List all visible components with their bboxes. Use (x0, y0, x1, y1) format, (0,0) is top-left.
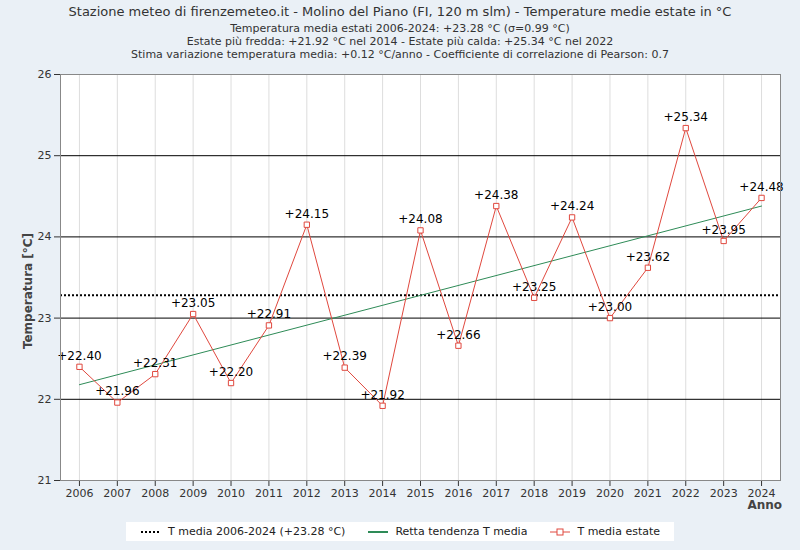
svg-text:2016: 2016 (444, 487, 472, 500)
svg-text:+23.05: +23.05 (171, 296, 215, 310)
svg-text:2019: 2019 (558, 487, 586, 500)
svg-text:22: 22 (38, 393, 52, 406)
svg-text:2024: 2024 (748, 487, 776, 500)
svg-text:23: 23 (38, 312, 52, 325)
svg-text:24: 24 (38, 230, 52, 243)
svg-text:2020: 2020 (596, 487, 624, 500)
svg-text:2021: 2021 (634, 487, 662, 500)
html-text:Temperatura media estati 2006-: Temperatura media estati 2006-2024: +23.… (230, 22, 570, 35)
svg-text:26: 26 (38, 68, 52, 81)
svg-text:2007: 2007 (103, 487, 131, 500)
svg-text:+21.96: +21.96 (95, 384, 139, 398)
svg-text:2008: 2008 (141, 487, 169, 500)
svg-text:2006: 2006 (65, 487, 93, 500)
html-text:Estate più fredda: +21.92 °C n: Estate più fredda: +21.92 °C nel 2014 - … (186, 35, 614, 48)
html-text:Temperatura [°C]: Temperatura [°C] (21, 232, 35, 350)
svg-text:2009: 2009 (179, 487, 207, 500)
svg-text:2014: 2014 (369, 487, 397, 500)
svg-text:2017: 2017 (482, 487, 510, 500)
svg-text:2015: 2015 (407, 487, 435, 500)
svg-text:+25.34: +25.34 (664, 110, 708, 124)
svg-text:+22.39: +22.39 (322, 349, 366, 363)
svg-text:+22.31: +22.31 (133, 356, 177, 370)
svg-text:+24.48: +24.48 (739, 180, 783, 194)
svg-text:+24.24: +24.24 (550, 199, 594, 213)
svg-text:+23.95: +23.95 (701, 223, 745, 237)
svg-text:+22.91: +22.91 (247, 307, 291, 321)
svg-text:25: 25 (38, 149, 52, 162)
html-text:T media 2006-2024 (+23.28 °C): T media 2006-2024 (+23.28 °C) (168, 525, 346, 538)
html-text:Stima variazione temperatura m: Stima variazione temperatura media: +0.1… (131, 48, 669, 61)
svg-text:+23.62: +23.62 (626, 250, 670, 264)
svg-text:+22.66: +22.66 (436, 328, 480, 342)
svg-text:+22.40: +22.40 (57, 349, 101, 363)
svg-text:2022: 2022 (672, 487, 700, 500)
html-text:Anno: Anno (747, 498, 782, 512)
svg-text:21: 21 (38, 474, 52, 487)
svg-text:+24.38: +24.38 (474, 188, 518, 202)
svg-text:2011: 2011 (255, 487, 283, 500)
svg-text:+21.92: +21.92 (360, 388, 404, 402)
svg-text:2010: 2010 (217, 487, 245, 500)
svg-text:+22.20: +22.20 (209, 365, 253, 379)
svg-text:2012: 2012 (293, 487, 321, 500)
svg-text:+24.08: +24.08 (398, 212, 442, 226)
svg-text:+23.25: +23.25 (512, 280, 556, 294)
html-text:Stazione meteo di firenzemeteo: Stazione meteo di firenzemeteo.it - Moli… (68, 4, 732, 19)
svg-text:2023: 2023 (710, 487, 738, 500)
svg-text:+24.15: +24.15 (285, 207, 329, 221)
svg-text:+23.00: +23.00 (588, 300, 632, 314)
html-text:T media estate: T media estate (577, 525, 660, 538)
svg-text:2013: 2013 (331, 487, 359, 500)
svg-text:2018: 2018 (520, 487, 548, 500)
html-text:Retta tendenza T media: Retta tendenza T media (395, 525, 528, 538)
